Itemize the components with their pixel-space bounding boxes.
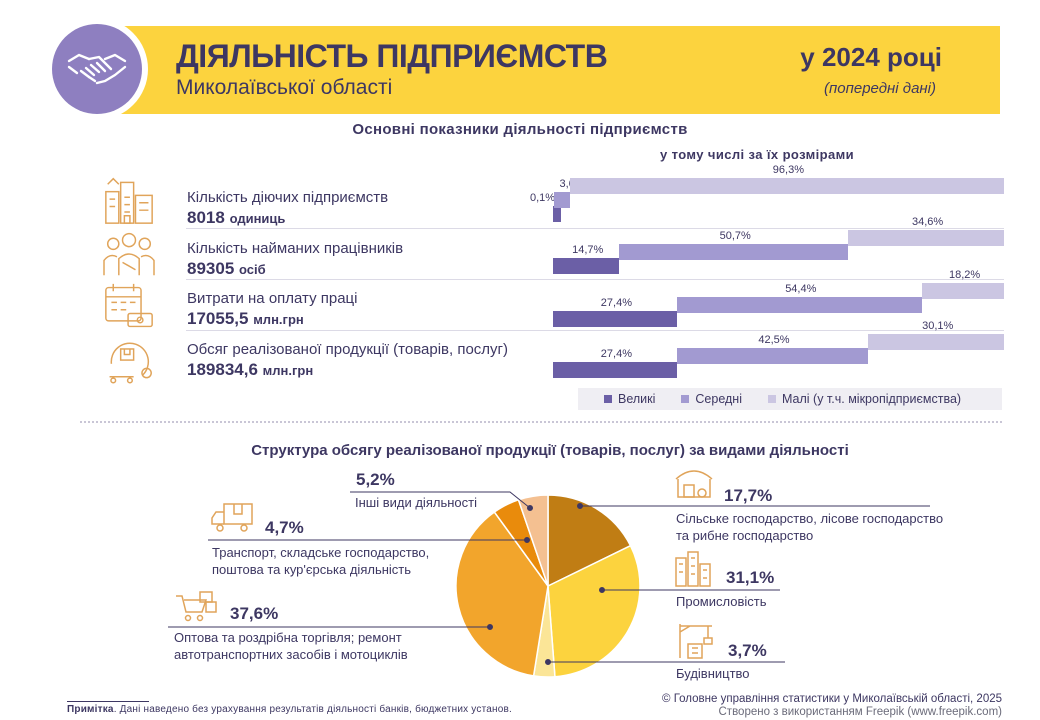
pie-pct-other: 5,2% <box>356 470 395 489</box>
chart-legend: Великі Середні Малі (у т.ч. мікропідприє… <box>578 388 1002 410</box>
indicator-value-labor-costs: 17055,5 млн.грн <box>187 309 304 328</box>
bar-label-large-row-4: 27,4% <box>600 348 632 360</box>
bar-large-row-3 <box>553 311 677 327</box>
indicator-label-labor-costs: Витрати на оплату праці <box>187 290 358 307</box>
footnote-text: . Дані наведено без урахування результат… <box>113 704 512 715</box>
bar-small-row-2 <box>848 230 1004 246</box>
legend-swatch-small <box>768 395 776 403</box>
bar-label-small-row-1: 96,3% <box>772 164 804 176</box>
pie-label-industry: Промисловість <box>676 594 767 609</box>
handshake-icon <box>67 53 127 85</box>
note-divider <box>67 701 149 702</box>
pie-slice-4 <box>455 510 549 677</box>
pie-slice-2 <box>547 544 641 678</box>
buildings-icon <box>105 177 153 224</box>
pie-pct-trade: 37,6% <box>230 604 279 623</box>
construction-crane-icon <box>679 624 713 659</box>
bar-label-medium-row-4: 42,5% <box>758 334 790 346</box>
section-divider <box>80 421 1002 423</box>
footnote-label: Примітка <box>67 704 114 715</box>
indicator-value-sales: 189834,6 млн.грн <box>187 360 314 379</box>
stacked-bars-chart: 0,1%3,6%96,3%14,7%50,7%34,6%27,4%54,4%18… <box>530 164 1004 378</box>
factory-icon <box>675 551 711 587</box>
row-separator <box>186 279 1004 280</box>
page-title: ДІЯЛЬНІСТЬ ПІДПРИЄМСТВ <box>176 38 608 74</box>
section-title-indicators: Основні показники діяльності підприємств <box>352 121 688 138</box>
bar-medium-row-4 <box>676 348 869 364</box>
pie-slice-1 <box>547 494 632 588</box>
bar-small-row-3 <box>921 283 1004 299</box>
indicator-label-enterprises: Кількість діючих підприємств <box>187 189 389 206</box>
bar-small-row-1 <box>569 178 1004 194</box>
delivery-truck-icon <box>211 503 253 532</box>
legend-label-large: Великі <box>618 392 656 406</box>
indicator-label-sales: Обсяг реалізованої продукції (товарів, п… <box>187 341 509 358</box>
image-credit: Створено з використанням Freepik (www.fr… <box>718 706 1003 718</box>
pie-label-agriculture: Сільське господарство, лісове господарст… <box>676 511 944 543</box>
shopping-cart-icon <box>176 591 217 622</box>
page-subtitle: Миколаївської області <box>176 76 393 99</box>
legend-swatch-large <box>604 395 612 403</box>
pie-label-trade: Оптова та роздрібна торгівля; ремонт авт… <box>174 630 408 662</box>
indicator-value-enterprises: 8018 одиниць <box>187 208 286 227</box>
workers-icon <box>103 232 155 276</box>
pie-pct-transport: 4,7% <box>265 518 304 537</box>
legend-item-small: Малі (у т.ч. мікропідприємства) <box>768 392 961 406</box>
section-title-structure: Структура обсягу реалізованої продукції … <box>251 442 849 459</box>
salary-calendar-icon <box>105 283 153 328</box>
bar-label-large-row-1: 0,1% <box>530 192 556 204</box>
bar-medium-row-2 <box>619 244 848 260</box>
header-logo <box>52 24 142 114</box>
bar-large-row-2 <box>553 258 620 274</box>
bar-label-small-row-3: 18,2% <box>949 269 981 281</box>
pie-pct-construction: 3,7% <box>728 641 767 660</box>
bar-label-medium-row-2: 50,7% <box>719 230 751 242</box>
pie-pct-agriculture: 17,7% <box>724 486 773 505</box>
pie-pct-industry: 31,1% <box>726 568 775 587</box>
pie-label-transport: Транспорт, складське господарство, пошто… <box>212 545 430 577</box>
pie-label-construction: Будівництво <box>676 666 750 681</box>
pie-label-other: Інші види діяльності <box>355 495 477 510</box>
legend-label-medium: Середні <box>695 392 742 406</box>
report-year: у 2024 році <box>800 42 942 72</box>
size-breakdown-note: у тому числі за їх розмірами <box>660 147 855 162</box>
bar-label-medium-row-3: 54,4% <box>785 283 817 295</box>
bar-small-row-4 <box>868 334 1004 350</box>
indicator-label-employees: Кількість найманих працівників <box>187 240 404 257</box>
indicator-value-employees: 89305 осіб <box>187 259 266 278</box>
bar-label-large-row-2: 14,7% <box>572 244 604 256</box>
preliminary-note: (попередні дані) <box>824 80 936 97</box>
bar-label-small-row-2: 34,6% <box>912 216 944 228</box>
farm-tractor-icon <box>675 470 713 498</box>
copyright: © Головне управління статистики у Микола… <box>662 693 1002 705</box>
products-cart-icon <box>109 342 152 384</box>
legend-label-small: Малі (у т.ч. мікропідприємства) <box>782 392 962 406</box>
bar-large-row-4 <box>553 362 677 378</box>
legend-item-medium: Середні <box>681 392 742 406</box>
legend-swatch-medium <box>681 395 690 403</box>
header-band <box>120 26 1000 114</box>
bar-label-large-row-3: 27,4% <box>600 297 632 309</box>
footnote: Примітка. Дані наведено без урахування р… <box>67 704 512 715</box>
bar-medium-row-1 <box>553 192 570 208</box>
bar-medium-row-3 <box>676 297 922 313</box>
bar-large-row-1 <box>553 206 561 222</box>
row-separator <box>186 228 1004 229</box>
pie-chart <box>455 494 641 678</box>
legend-item-large: Великі <box>604 392 655 406</box>
row-separator <box>186 330 1004 331</box>
bar-label-small-row-4: 30,1% <box>922 320 954 332</box>
